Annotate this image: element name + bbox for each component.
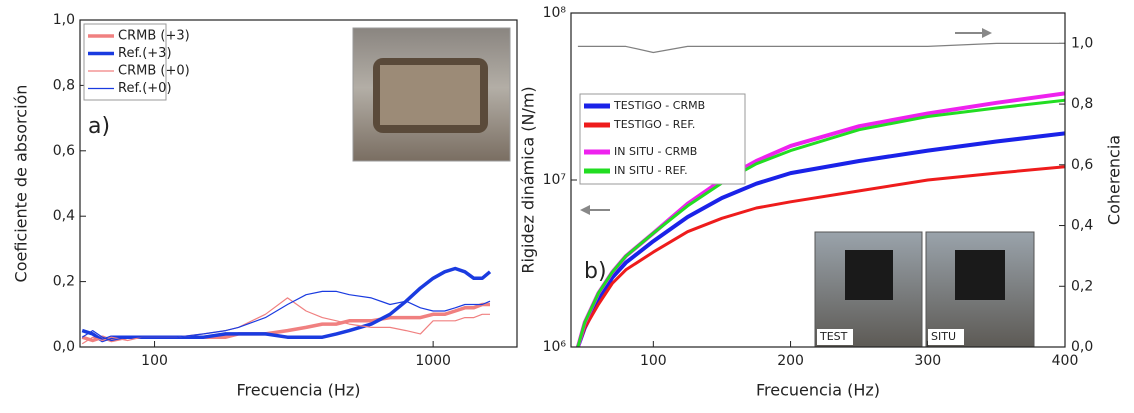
legend: TESTIGO - CRMB TESTIGO - REF. IN SITU - CR… [579,93,746,185]
legend-label: TESTIGO - REF. [613,118,695,131]
y-axis-label: Rigidez dinámica (N/m) [519,86,538,273]
legend: CRMB (+3) Ref.(+3) CRMB (+0) Ref.(+0) [83,23,190,101]
y-tick-label: 10⁷ [543,172,566,188]
y-tick-label: 0,8 [53,77,75,93]
inset-photo-a [352,27,511,162]
x-tick-label: 200 [777,353,804,369]
plot-frame [570,12,1066,348]
series-line [577,42,1065,54]
y-tick-label: 10⁶ [543,339,567,355]
y2-tick-label: 1,0 [1071,35,1093,51]
y-axis-label: Coeficiente de absorción [12,85,31,283]
y-tick-label: 0,6 [53,143,75,159]
legend-label: TESTIGO - CRMB [613,99,705,112]
annotation: a) [88,114,110,139]
x-tick-label: 100 [640,353,667,369]
annotation-bg [817,329,853,345]
legend-label: IN SITU - CRMB [614,145,697,158]
inset-photos-b [814,231,1035,348]
y2-tick-label: 0,6 [1071,157,1093,173]
x-axis-label: Frecuencia (Hz) [236,381,360,400]
x-tick-label: 300 [914,353,941,369]
x-tick-label: 1000 [415,353,451,369]
legend-label: Ref.(+0) [118,81,172,96]
legend-label: CRMB (+3) [118,29,190,44]
plot-frame [79,19,518,348]
y2-tick-label: 0,0 [1071,339,1093,355]
y-tick-label: 0,4 [53,208,75,224]
x-tick-label: 100 [141,353,168,369]
y2-tick-label: 0,8 [1071,96,1093,112]
y2-tick-label: 0,4 [1071,218,1093,234]
x-tick-label: 400 [1052,353,1079,369]
series-line [576,131,1065,347]
series-line [81,297,490,345]
legend-label: CRMB (+0) [118,64,190,79]
y-tick-label: 1,0 [53,12,75,28]
y-tick-label: 0,0 [53,339,75,355]
arrows [580,28,992,215]
plot-area [575,42,1065,347]
y2-tick-label: 0,2 [1071,278,1093,294]
legend-label: IN SITU - REF. [614,164,688,177]
annotation: b) [584,259,607,284]
legend-label: Ref.(+3) [118,46,172,61]
annotation: SITU [931,330,956,343]
y2-axis-label: Coherencia [1105,135,1124,225]
plot-area [81,266,492,345]
series-line [576,98,1065,347]
y-tick-label: 0,2 [53,274,75,290]
annotation-bg [928,329,964,345]
y-tick-label: 10⁸ [543,5,567,21]
x-axis-label: Frecuencia (Hz) [756,381,880,400]
annotation: TEST [819,330,848,343]
series-line [81,290,491,342]
series-line [576,165,1065,347]
